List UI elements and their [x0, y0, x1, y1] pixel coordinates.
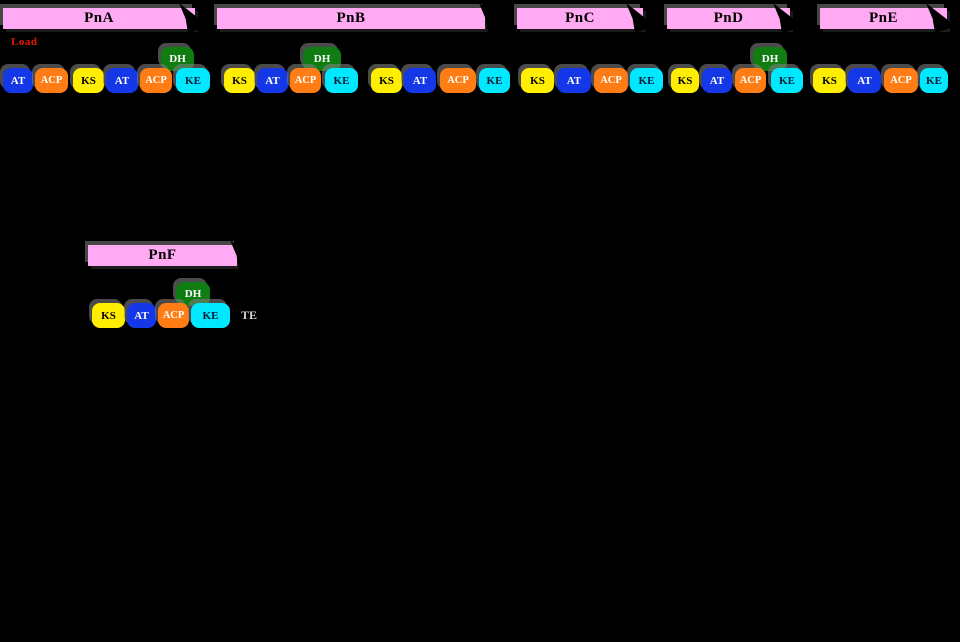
domain-box-dh: DH	[161, 47, 194, 71]
te-domain-label: TE	[241, 308, 258, 322]
domain-box-at: AT	[848, 68, 881, 93]
domain-box-at: AT	[3, 68, 33, 93]
domain-box-ks: KS	[671, 68, 699, 93]
domain-box-at: AT	[557, 68, 591, 93]
domain-box-ks: KS	[73, 68, 104, 93]
domain-box-ke: KE	[176, 68, 210, 93]
domain-box-dh: DH	[303, 47, 341, 71]
gene-arrow-pna: PnA	[3, 8, 195, 29]
gene-arrow-pnb: PnB	[217, 8, 485, 29]
gene-label-pnf: PnF	[148, 247, 177, 263]
domain-box-dh: DH	[753, 47, 787, 71]
domain-box-ks: KS	[521, 68, 554, 93]
domain-box-ke: KE	[771, 68, 803, 93]
gene-arrow-pnc: PnC	[517, 8, 643, 29]
gene-arrow-pne: PnE	[820, 8, 947, 29]
gene-label-pnd: PnD	[713, 10, 744, 26]
domain-box-at: AT	[257, 68, 288, 93]
domain-box-ks: KS	[224, 68, 255, 93]
domain-box-ke: KE	[630, 68, 663, 93]
domain-box-acp: ACP	[440, 68, 476, 93]
domain-box-at: AT	[702, 68, 732, 93]
domain-box-acp: ACP	[884, 68, 918, 93]
domain-box-ke: KE	[191, 303, 230, 328]
domain-box-ke: KE	[479, 68, 510, 93]
domain-box-ks: KS	[92, 303, 125, 328]
gene-label-pne: PnE	[868, 10, 898, 26]
domain-box-acp: ACP	[140, 68, 172, 93]
domain-box-acp: ACP	[735, 68, 766, 93]
gene-arrow-pnf: PnF	[88, 245, 237, 266]
domain-box-at: AT	[127, 303, 156, 328]
domain-box-ks: KS	[371, 68, 402, 93]
domain-box-dh: DH	[176, 282, 210, 306]
domain-box-acp: ACP	[594, 68, 628, 93]
domain-box-at: AT	[106, 68, 138, 93]
gene-arrow-pnd: PnD	[667, 8, 790, 29]
domain-box-ke: KE	[920, 68, 948, 93]
domain-box-ks: KS	[813, 68, 846, 93]
domain-box-ke: KE	[325, 68, 358, 93]
gene-label-pna: PnA	[84, 10, 114, 26]
domain-box-acp: ACP	[290, 68, 321, 93]
gene-label-pnc: PnC	[565, 10, 595, 26]
domain-box-at: AT	[404, 68, 436, 93]
domain-box-acp: ACP	[158, 303, 189, 328]
gene-label-pnb: PnB	[336, 10, 366, 26]
loading-module-tag: Load	[11, 36, 38, 48]
domain-box-acp: ACP	[35, 68, 68, 93]
